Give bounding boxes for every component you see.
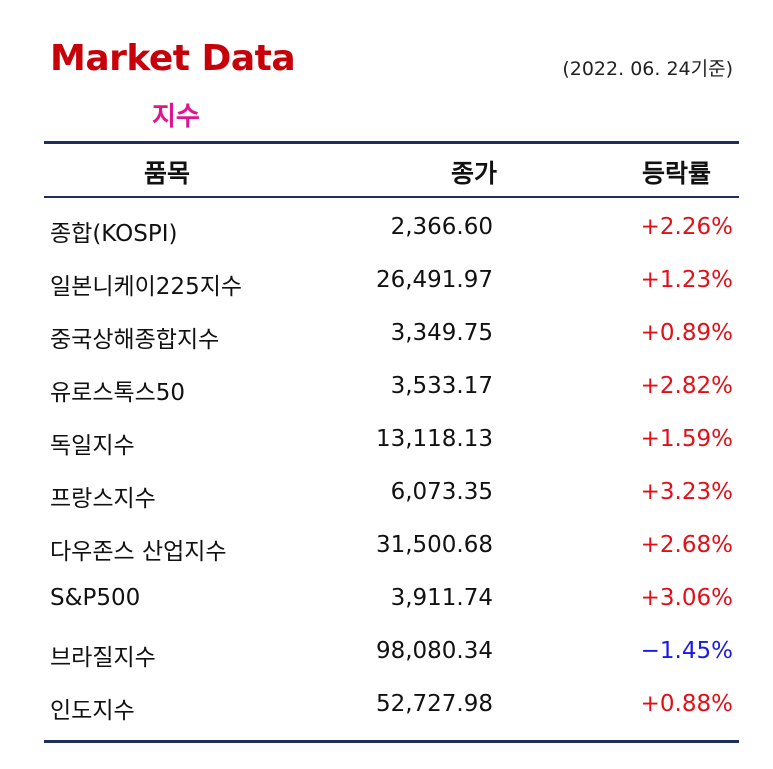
- index-name: 프랑스지수: [50, 486, 156, 512]
- table-row: 중국상해종합지수 3,349.75 +0.89%: [44, 308, 739, 361]
- change-value: +0.88%: [640, 691, 733, 717]
- change-value: +1.59%: [640, 426, 733, 452]
- table-row: 독일지수 13,118.13 +1.59%: [44, 414, 739, 467]
- table-top-rule: [44, 141, 739, 144]
- table-row: 다우존스 산업지수 31,500.68 +2.68%: [44, 520, 739, 573]
- table-row: 종합(KOSPI) 2,366.60 +2.26%: [44, 202, 739, 255]
- index-name: 유로스톡스50: [50, 380, 186, 406]
- column-header-change: 등락률: [641, 159, 711, 188]
- column-header-close: 종가: [450, 159, 497, 188]
- change-value: +1.23%: [640, 267, 733, 293]
- change-value: +2.82%: [640, 373, 733, 399]
- index-name: 인도지수: [50, 698, 135, 724]
- index-name: 중국상해종합지수: [50, 327, 220, 353]
- table-row: 유로스톡스50 3,533.17 +2.82%: [44, 361, 739, 414]
- close-value: 3,349.75: [390, 320, 493, 346]
- close-value: 3,911.74: [390, 585, 493, 611]
- table-row: 인도지수 52,727.98 +0.88%: [44, 679, 739, 732]
- date-label: (2022. 06. 24기준): [562, 58, 733, 80]
- table-header-row: 품목 종가 등락률: [44, 144, 739, 196]
- index-name: 브라질지수: [50, 645, 156, 671]
- close-value: 98,080.34: [375, 638, 493, 664]
- change-value: +2.68%: [640, 532, 733, 558]
- index-name: 일본니케이225지수: [50, 274, 243, 300]
- table-row: 일본니케이225지수 26,491.97 +1.23%: [44, 255, 739, 308]
- table-row: S&P500 3,911.74 +3.06%: [44, 573, 739, 626]
- change-value: −1.45%: [640, 638, 733, 664]
- market-table: 품목 종가 등락률 종합(KOSPI) 2,366.60 +2.26% 일본니케…: [44, 141, 739, 743]
- change-value: +2.26%: [640, 214, 733, 240]
- change-value: +0.89%: [640, 320, 733, 346]
- close-value: 31,500.68: [375, 532, 493, 558]
- index-name: S&P500: [50, 585, 141, 611]
- column-header-item: 품목: [144, 159, 191, 188]
- table-body: 종합(KOSPI) 2,366.60 +2.26% 일본니케이225지수 26,…: [44, 198, 739, 740]
- change-value: +3.06%: [640, 585, 733, 611]
- table-bottom-rule: [44, 740, 739, 743]
- close-value: 2,366.60: [390, 214, 493, 240]
- close-value: 6,073.35: [390, 479, 493, 505]
- section-subtitle: 지수: [152, 102, 200, 132]
- table-row: 브라질지수 98,080.34 −1.45%: [44, 626, 739, 679]
- index-name: 독일지수: [50, 433, 135, 459]
- close-value: 52,727.98: [375, 691, 493, 717]
- change-value: +3.23%: [640, 479, 733, 505]
- index-name: 종합(KOSPI): [50, 221, 178, 247]
- close-value: 26,491.97: [375, 267, 493, 293]
- close-value: 3,533.17: [390, 373, 493, 399]
- table-row: 프랑스지수 6,073.35 +3.23%: [44, 467, 739, 520]
- table-header-rule: [44, 196, 739, 198]
- index-name: 다우존스 산업지수: [50, 539, 227, 565]
- page-title: Market Data: [50, 38, 296, 79]
- close-value: 13,118.13: [375, 426, 493, 452]
